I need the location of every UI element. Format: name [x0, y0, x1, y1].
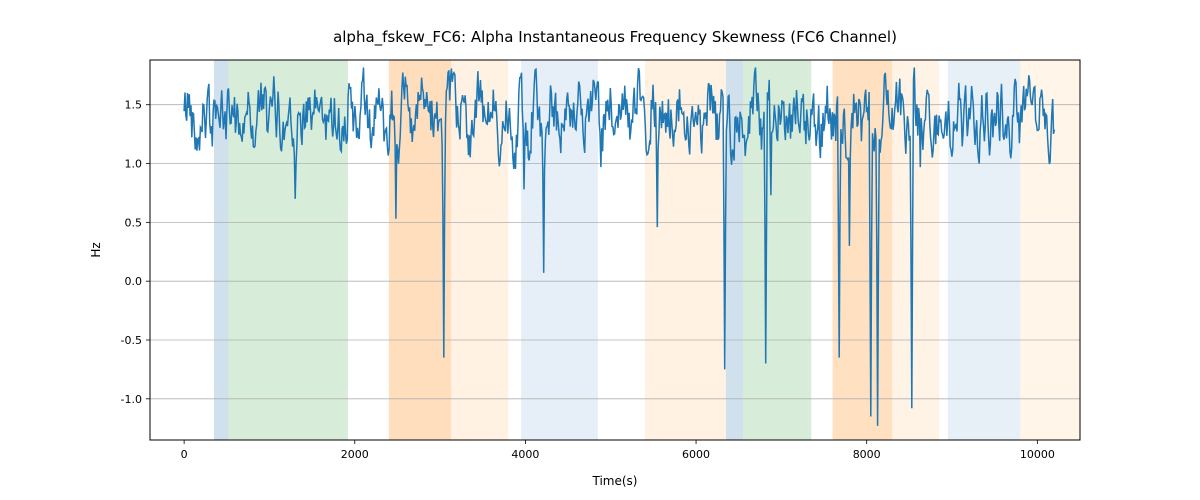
- y-tick-label: 0.5: [125, 216, 143, 229]
- shaded-region: [1020, 60, 1080, 440]
- y-tick-label: -1.0: [121, 393, 142, 406]
- y-tick-label: 1.0: [125, 158, 143, 171]
- y-axis-label: Hz: [89, 242, 103, 257]
- chart-svg: alpha_fskew_FC6: Alpha Instantaneous Fre…: [0, 0, 1200, 500]
- shaded-regions: [214, 60, 1080, 440]
- x-tick-label: 8000: [853, 448, 881, 461]
- x-tick-label: 2000: [341, 448, 369, 461]
- x-tick-label: 6000: [682, 448, 710, 461]
- shaded-region: [948, 60, 1021, 440]
- y-tick-label: 0.0: [125, 275, 143, 288]
- shaded-region: [451, 60, 508, 440]
- x-tick-label: 0: [181, 448, 188, 461]
- y-tick-label: -0.5: [121, 334, 142, 347]
- y-tick-label: 1.5: [125, 99, 143, 112]
- shaded-region: [645, 60, 726, 440]
- x-tick-label: 10000: [1020, 448, 1055, 461]
- x-axis-label: Time(s): [592, 474, 638, 488]
- x-tick-label: 4000: [511, 448, 539, 461]
- shaded-region: [389, 60, 451, 440]
- chart-title: alpha_fskew_FC6: Alpha Instantaneous Fre…: [333, 28, 897, 47]
- chart-container: alpha_fskew_FC6: Alpha Instantaneous Fre…: [0, 0, 1200, 500]
